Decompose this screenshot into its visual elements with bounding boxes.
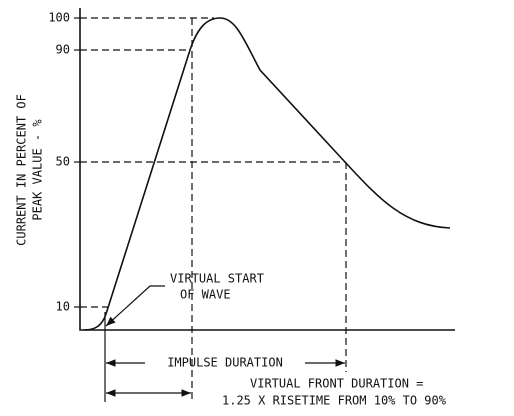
y-tick-label: 50 xyxy=(56,155,70,169)
annotation: 1.25 X RISETIME FROM 10% TO 90% xyxy=(222,394,447,408)
y-tick-label: 90 xyxy=(56,43,70,57)
y-axis-label: PEAK VALUE - % xyxy=(31,119,45,221)
annotation: IMPULSE DURATION xyxy=(167,356,283,370)
y-axis-label: CURRENT IN PERCENT OF xyxy=(15,94,29,246)
annotation: OF WAVE xyxy=(180,288,231,302)
waveform xyxy=(83,17,451,331)
annotation: VIRTUAL FRONT DURATION = xyxy=(250,377,423,391)
tick-marks xyxy=(74,17,80,308)
annotation: VIRTUAL START xyxy=(170,272,264,286)
leader-line xyxy=(105,285,165,327)
y-tick-label: 10 xyxy=(56,300,70,314)
y-tick-label: 100 xyxy=(48,11,70,25)
guide-lines xyxy=(80,17,347,400)
axes xyxy=(79,8,455,331)
